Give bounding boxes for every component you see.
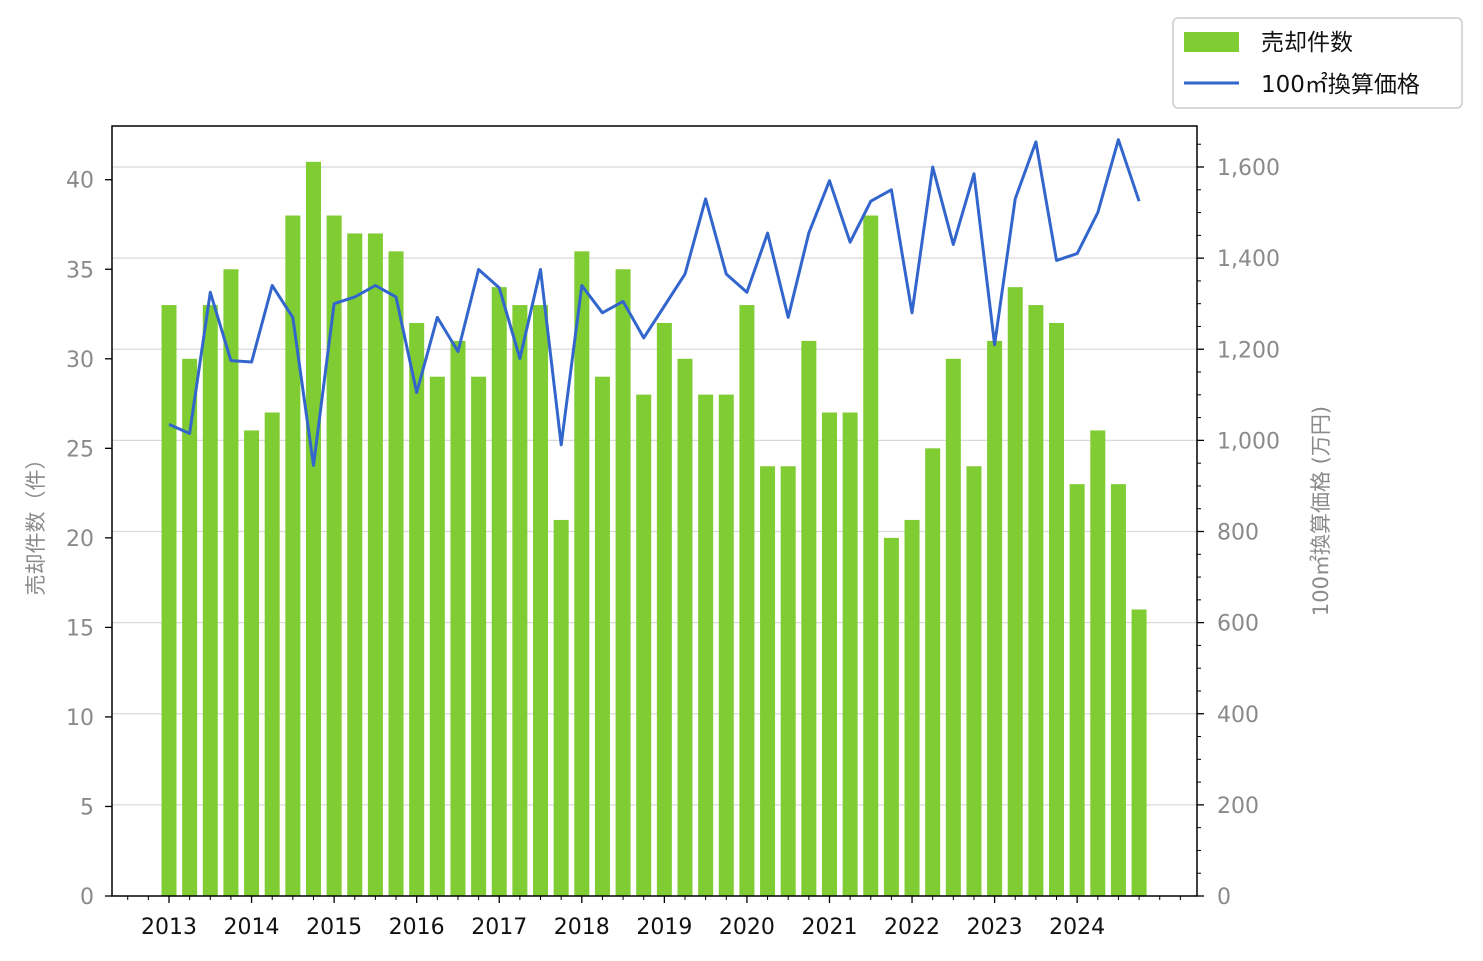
plot-frame xyxy=(111,125,1198,897)
bar xyxy=(161,305,177,896)
bar xyxy=(202,305,218,896)
bar xyxy=(1069,484,1085,896)
bar xyxy=(1110,484,1126,896)
x-tick-label: 2018 xyxy=(554,915,610,940)
bar xyxy=(966,466,982,896)
bar xyxy=(594,376,610,897)
right-tick-label: 1,000 xyxy=(1217,429,1280,454)
left-tick-label: 40 xyxy=(66,169,94,194)
legend-label-line: 100㎡換算価格 xyxy=(1261,72,1420,98)
bar xyxy=(285,215,301,896)
left-tick-label: 25 xyxy=(66,437,94,462)
bar xyxy=(512,305,528,896)
x-tick-label: 2019 xyxy=(636,915,692,940)
bar xyxy=(223,269,239,896)
bar xyxy=(883,537,899,896)
bar xyxy=(987,340,1003,896)
left-axis-title: 売却件数（件） xyxy=(24,449,48,596)
x-tick-label: 2023 xyxy=(967,915,1023,940)
x-tick-label: 2014 xyxy=(224,915,280,940)
x-tick-label: 2024 xyxy=(1049,915,1105,940)
axis-labels: 0 200 400 600 800 1,000 1,200 1,400 1,600 0 5 10 15 2… xyxy=(66,156,1280,940)
left-tick-label: 0 xyxy=(80,885,94,910)
bar xyxy=(1049,322,1065,896)
left-tick-label: 35 xyxy=(66,258,94,283)
right-tick-label: 1,600 xyxy=(1217,156,1280,181)
bar xyxy=(533,305,549,896)
bar xyxy=(244,430,260,896)
bar xyxy=(388,251,404,897)
x-tick-label: 2020 xyxy=(719,915,775,940)
left-tick-label: 30 xyxy=(66,348,94,373)
bar-series xyxy=(161,161,1147,897)
left-tick-label: 5 xyxy=(80,795,94,820)
bar xyxy=(182,358,198,896)
legend-swatch-bar xyxy=(1184,32,1239,52)
bar xyxy=(1131,609,1147,896)
x-tick-label: 2015 xyxy=(306,915,362,940)
bar xyxy=(615,269,631,896)
x-tick-label: 2013 xyxy=(141,915,197,940)
right-axis-title: 100㎡換算価格 (万円) xyxy=(1309,406,1333,616)
bar xyxy=(491,287,507,896)
bar xyxy=(409,322,425,896)
bar xyxy=(945,358,961,896)
bar xyxy=(677,358,693,896)
right-tick-label: 200 xyxy=(1217,794,1259,819)
left-tick-label: 10 xyxy=(66,706,94,731)
bar xyxy=(1090,430,1106,896)
bar xyxy=(264,412,280,896)
right-tick-label: 0 xyxy=(1217,885,1231,910)
bar xyxy=(718,394,734,896)
bar xyxy=(367,233,383,896)
right-tick-label: 1,400 xyxy=(1217,247,1280,272)
left-tick-label: 15 xyxy=(66,616,94,641)
x-tick-label: 2021 xyxy=(801,915,857,940)
legend: 売却件数 100㎡換算価格 xyxy=(1172,17,1463,109)
bar xyxy=(925,448,941,896)
bar xyxy=(739,305,755,896)
bar xyxy=(656,322,672,896)
bar xyxy=(429,376,445,897)
bar xyxy=(842,412,858,896)
bar xyxy=(471,376,487,897)
legend-frame xyxy=(1172,17,1463,109)
bar xyxy=(636,394,652,896)
bar xyxy=(574,251,590,897)
right-tick-label: 600 xyxy=(1217,612,1259,637)
bar xyxy=(347,233,363,896)
right-tick-label: 1,200 xyxy=(1217,338,1280,363)
bar xyxy=(326,215,342,896)
bar xyxy=(760,466,776,896)
bar xyxy=(801,340,817,896)
bar xyxy=(553,519,569,896)
x-tick-label: 2017 xyxy=(471,915,527,940)
bar xyxy=(1028,305,1044,896)
bar xyxy=(904,519,920,896)
bar xyxy=(863,215,879,896)
bar xyxy=(305,161,321,896)
left-tick-label: 20 xyxy=(66,527,94,552)
bar xyxy=(698,394,714,896)
x-tick-label: 2016 xyxy=(389,915,445,940)
x-tick-label: 2022 xyxy=(884,915,940,940)
bar xyxy=(1007,287,1023,896)
legend-label-bar: 売却件数 xyxy=(1261,30,1353,56)
axis-ticks xyxy=(105,143,1204,903)
price-line xyxy=(168,138,1141,467)
right-tick-label: 800 xyxy=(1217,521,1259,546)
bar xyxy=(450,340,466,896)
bar xyxy=(780,466,796,896)
bar xyxy=(821,412,837,896)
line-series xyxy=(168,138,1141,467)
right-tick-label: 400 xyxy=(1217,703,1259,728)
